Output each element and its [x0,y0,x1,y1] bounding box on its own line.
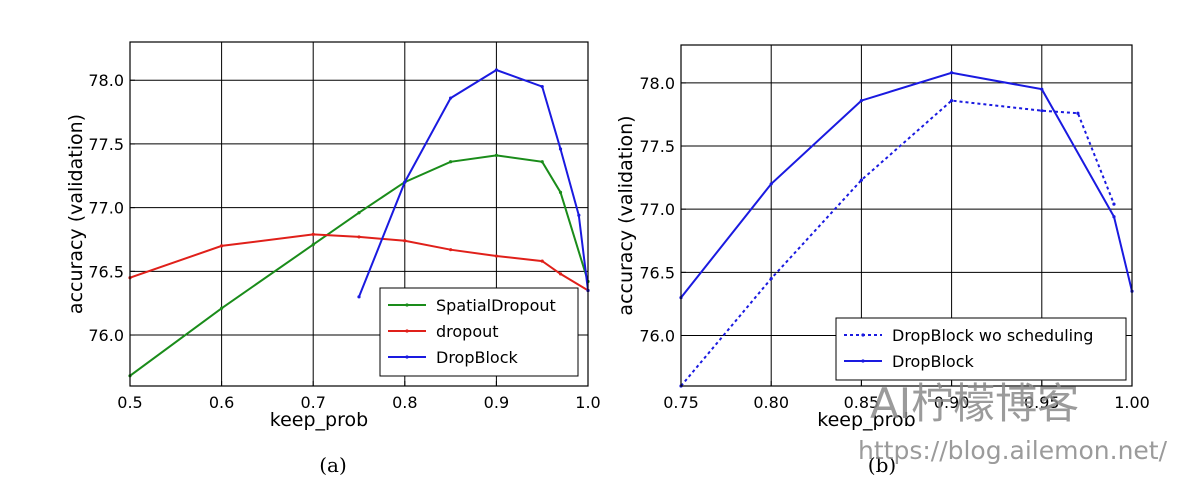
legend-label: DropBlock [436,348,519,367]
data-point [950,71,954,75]
data-point [449,160,453,164]
data-point [494,254,498,258]
x-tick-label: 1.00 [1114,393,1150,412]
data-point [449,248,453,252]
y-tick-label: 76.0 [88,326,124,345]
x-tick-label: 0.85 [844,393,880,412]
data-point [357,211,361,215]
data-point [311,242,315,247]
data-point [311,232,315,236]
y-tick-label: 77.0 [88,199,124,218]
x-tick-label: 0.80 [753,393,789,412]
data-point [1040,109,1044,113]
y-tick-label: 78.0 [639,74,675,93]
legend-label: SpatialDropout [436,296,556,315]
series-1 [679,71,1134,300]
y-tick-label: 77.5 [639,137,675,156]
data-point [494,68,498,72]
legend-marker [861,333,865,337]
y-tick-label: 76.5 [88,262,124,281]
data-point [769,277,773,281]
x-tick-label: 0.9 [484,393,509,412]
data-point [403,239,407,243]
y-tick-label: 77.5 [88,135,124,154]
data-point [769,182,773,186]
legend-box [835,317,1127,381]
data-point [357,295,361,299]
x-tick-label: 0.8 [392,393,417,412]
data-point [220,306,224,310]
x-tick-label: 0.95 [1024,393,1060,412]
series-2 [357,68,590,299]
legend: DropBlock wo scheduling DropBlock [835,317,1127,381]
plot-frame [680,44,1133,387]
series-line [681,71,1132,299]
series-1 [128,232,590,293]
data-point [403,180,407,184]
x-tick-label: 1.0 [575,393,600,412]
legend-label: DropBlock wo scheduling [892,326,1093,345]
legend-marker [861,359,865,363]
data-point [220,244,224,248]
data-point [950,98,954,103]
series-line [358,68,588,298]
x-tick-label: 0.6 [209,393,234,412]
data-point [494,153,498,157]
y-axis-label: accuracy (validation) [65,114,87,314]
legend-marker [405,355,409,359]
data-point [540,259,544,263]
data-point [540,160,544,164]
data-point [558,272,563,276]
watermark-title: AI柠檬博客 [870,379,1079,428]
legend-marker [405,303,409,307]
data-point [1112,215,1116,219]
panel-caption: (a) [319,453,347,477]
data-point [449,96,453,100]
x-axis-label: keep_prob [817,409,915,431]
chart-panel-a: 0.5 0.6 0.7 0.8 0.9 1.0 76.0 76.5 77.0 77.5 78.0 ke… [65,41,601,477]
series-line [130,154,588,377]
data-point [859,178,864,182]
x-tick-label: 0.5 [117,393,142,412]
data-point [357,235,361,239]
legend-marker [405,329,409,333]
watermark: AI柠檬博客 https://blog.ailemon.net/ [858,379,1168,465]
y-tick-label: 76.5 [639,263,675,282]
x-tick-label: 0.75 [663,393,699,412]
data-point [1076,111,1080,115]
y-tick-label: 78.0 [88,71,124,90]
legend-label: DropBlock [892,352,975,371]
x-tick-label: 0.90 [934,393,970,412]
y-tick-label: 77.0 [639,200,675,219]
data-point [558,147,563,151]
x-axis-label: keep_prob [270,409,368,431]
data-point [1040,87,1044,91]
legend-label: dropout [436,322,499,341]
y-tick-label: 76.0 [639,326,675,345]
data-point [577,213,581,217]
data-point [1112,202,1116,206]
data-point [859,98,864,103]
data-point [540,84,544,89]
data-point [558,190,563,194]
legend: SpatialDropout dropout DropBlock [379,287,579,377]
watermark-url: https://blog.ailemon.net/ [858,436,1168,465]
x-tick-label: 0.7 [300,393,325,412]
chart-panel-b: 0.75 0.80 0.85 0.90 0.95 1.00 76.0 76.5 77.0 77.5… [615,44,1150,477]
series-line [130,233,588,292]
plot-frame [129,41,589,387]
y-axis-label: accuracy (validation) [615,115,637,315]
panel-caption: (b) [868,453,896,477]
